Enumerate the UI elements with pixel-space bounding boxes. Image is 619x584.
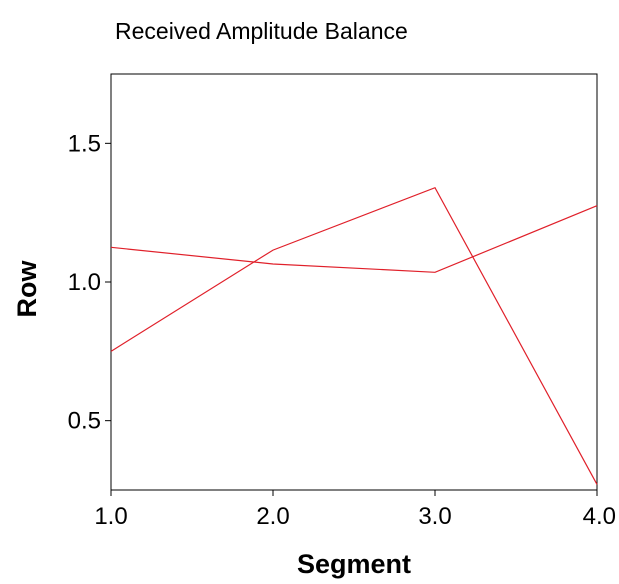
series-line-1 bbox=[110, 205, 598, 273]
plot-frame bbox=[110, 73, 598, 491]
series-layer bbox=[110, 186, 598, 485]
series-line-2 bbox=[110, 186, 598, 485]
y-tick-label: 1.5 bbox=[68, 130, 101, 157]
x-tick-label: 4.0 bbox=[583, 503, 616, 530]
y-tick-label: 0.5 bbox=[68, 408, 101, 435]
y-axis: 0.5 1.0 1.5 bbox=[68, 130, 111, 435]
y-axis-label: Row bbox=[12, 260, 42, 318]
x-tick-label: 2.0 bbox=[256, 503, 289, 530]
x-tick-label: 3.0 bbox=[418, 503, 451, 530]
x-axis: 1.0 2.0 3.0 4.0 bbox=[94, 490, 616, 530]
y-tick-label: 1.0 bbox=[68, 269, 101, 296]
chart-title: Received Amplitude Balance bbox=[115, 18, 408, 44]
x-axis-label: Segment bbox=[297, 549, 411, 579]
x-tick-label: 1.0 bbox=[94, 503, 127, 530]
